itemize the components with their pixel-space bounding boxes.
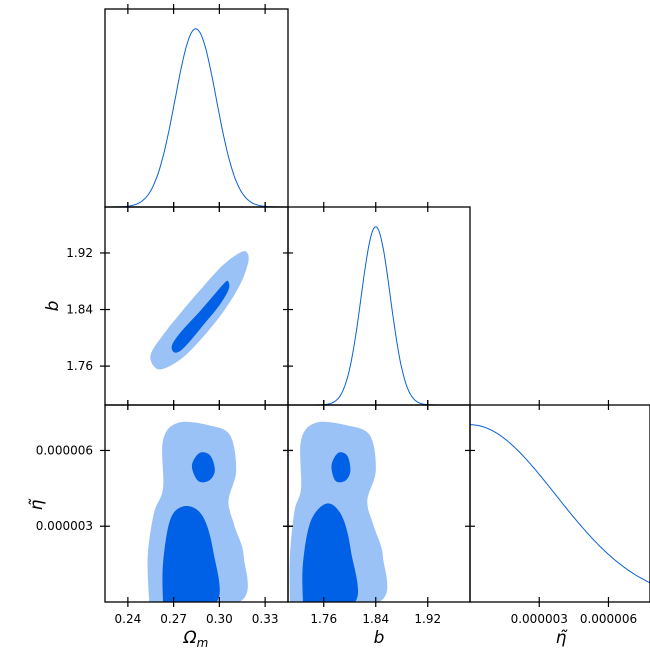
y-tick-label-b: 1.84 — [66, 303, 93, 317]
contour-omega_m-eta-68-4 — [191, 452, 215, 483]
x-label-b: b — [374, 628, 385, 648]
panel-frame-2-2 — [469, 404, 650, 603]
panel-frame-0-0 — [104, 8, 289, 208]
marginal-curve-eta — [470, 424, 650, 584]
y-label-b: b — [43, 301, 63, 312]
x-tick-label-omega_m: 0.33 — [252, 612, 279, 626]
contour-omega_m-eta-68-3 — [162, 505, 220, 602]
marginal-curve-omega_m — [105, 28, 288, 207]
x-tick-label-omega_m: 0.30 — [206, 612, 233, 626]
y-tick-label-b: 1.76 — [66, 359, 93, 373]
marginal-curve-b — [288, 226, 470, 405]
x-tick-label-omega_m: 0.24 — [115, 612, 142, 626]
x-tick-label-omega_m: 0.27 — [160, 612, 187, 626]
panel-frame-1-1 — [287, 206, 471, 406]
x-tick-label-b: 1.84 — [362, 612, 389, 626]
contour-omega_m-b-68-1 — [171, 280, 230, 353]
contour-b-eta-68-6 — [302, 503, 359, 602]
x-tick-label-eta: 0.000006 — [580, 612, 637, 626]
x-label-eta: η̃ — [556, 628, 569, 648]
x-tick-label-eta: 0.000003 — [511, 612, 568, 626]
y-tick-label-eta: 0.000003 — [36, 519, 93, 533]
y-tick-label-eta: 0.000006 — [36, 443, 93, 457]
y-label-eta: η̃ — [27, 498, 47, 511]
x-tick-label-b: 1.76 — [310, 612, 337, 626]
x-label-omega-m: Ωm — [183, 628, 209, 650]
contour-omega_m-b-95-0 — [150, 250, 249, 370]
x-tick-label-b: 1.92 — [414, 612, 441, 626]
y-tick-label-b: 1.92 — [66, 246, 93, 260]
contour-b-eta-68-7 — [331, 452, 351, 483]
